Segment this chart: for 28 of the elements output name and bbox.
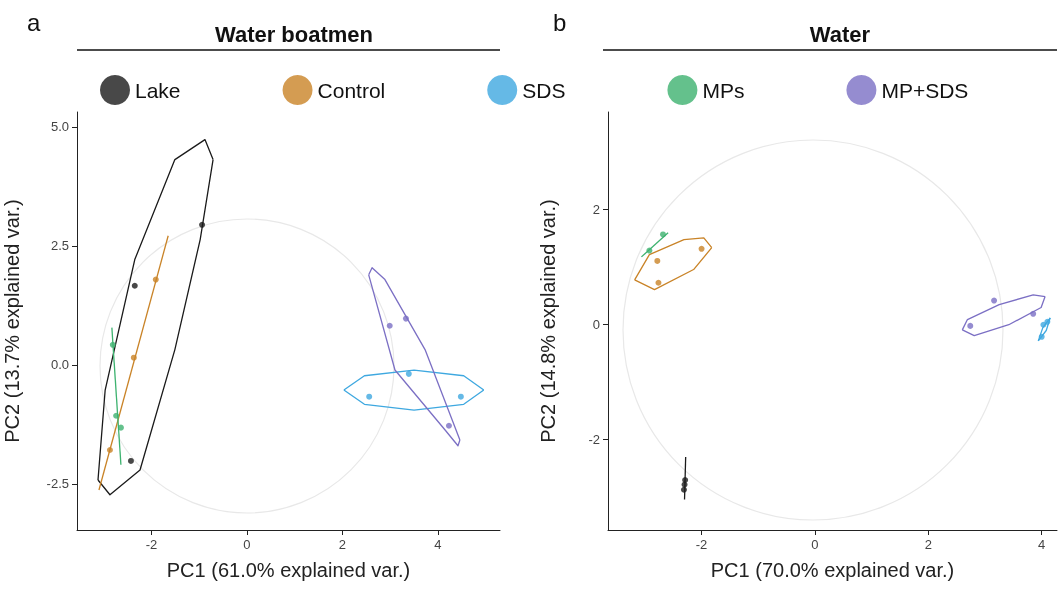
legend-label: Lake	[135, 78, 181, 102]
x-tick-label: 4	[434, 537, 442, 552]
legend-label: SDS	[522, 78, 566, 102]
text: a	[27, 8, 41, 36]
x-tick-label: 2	[924, 537, 932, 552]
x-tick-label: 0	[243, 537, 251, 552]
x-axis-title: PC1 (70.0% explained var.)	[710, 559, 955, 581]
y-tick-label: 2	[592, 202, 600, 218]
y-tick-label: 0	[592, 317, 600, 333]
y-tick-label: 2.5	[50, 238, 69, 254]
y-tick-label: 0.0	[50, 357, 69, 373]
x-axis-title: PC1 (61.0% explained var.)	[166, 559, 411, 581]
legend-label: MPs	[702, 78, 745, 102]
x-tick-label: 4	[1038, 537, 1046, 552]
x-tick-label: -2	[145, 537, 158, 552]
y-tick-label: 5.0	[50, 119, 69, 135]
y-axis-title: PC2 (13.7% explained var.)	[1, 199, 23, 443]
x-tick-label: 2	[338, 537, 347, 552]
text: b	[553, 8, 567, 36]
x-tick-label: 0	[811, 537, 819, 552]
legend-label: MP+SDS	[881, 78, 969, 102]
y-tick-label: -2.5	[46, 476, 69, 492]
chart-title: Water boatmen	[214, 21, 374, 47]
y-tick-label: -2	[588, 432, 600, 448]
y-axis-title: PC2 (14.8% explained var.)	[537, 199, 559, 443]
chart-title: Water	[809, 21, 871, 47]
x-tick-label: -2	[695, 537, 708, 552]
legend-label: Control	[317, 78, 386, 102]
